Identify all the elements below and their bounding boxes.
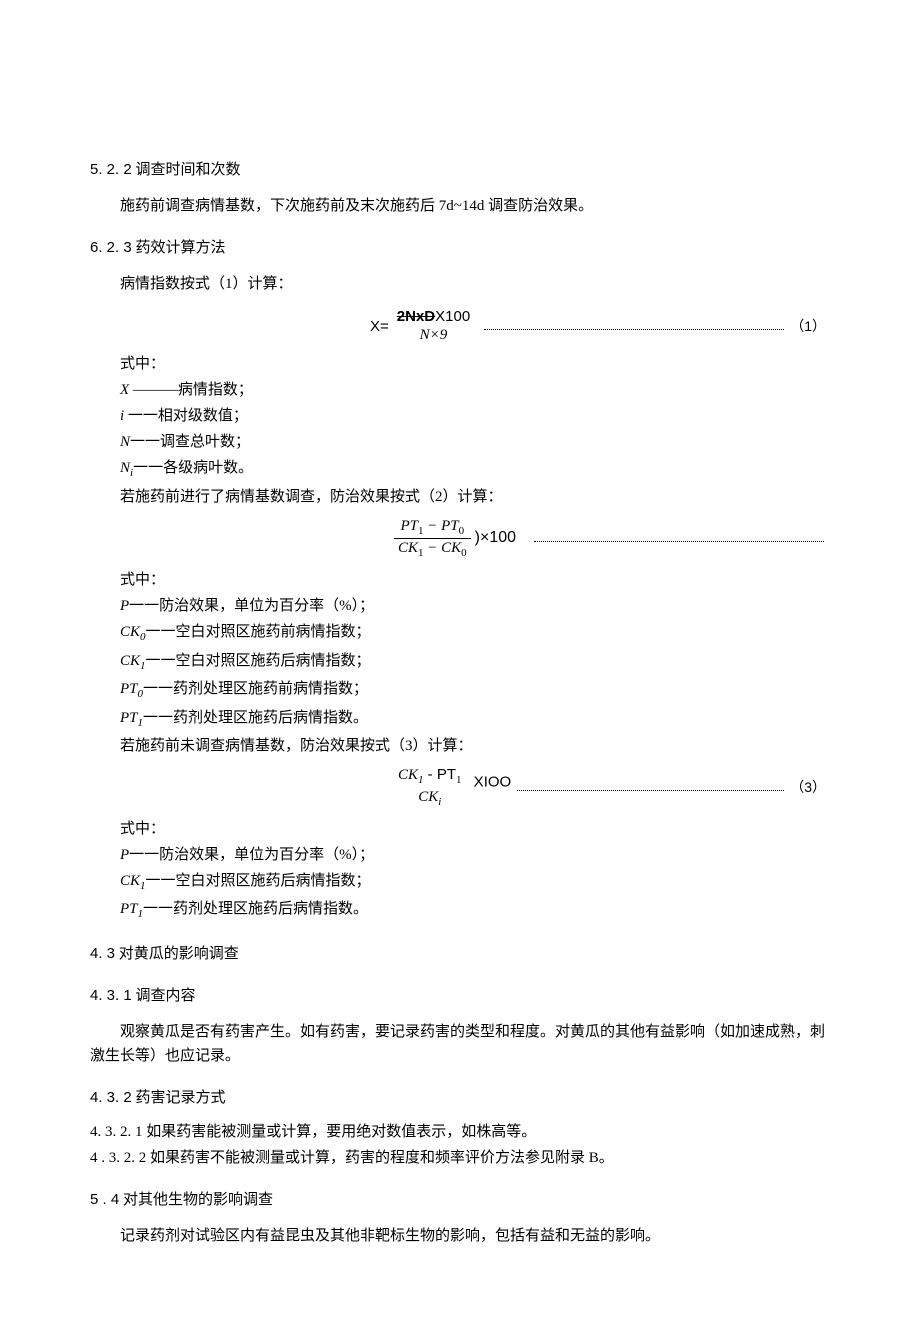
eq1-top-tail: X100 [435,308,470,325]
def-line: 式中： [120,817,830,841]
paragraph-54: 记录药剂对试验区内有益昆虫及其他非靶标生物的影响，包括有益和无益的影响。 [90,1224,830,1248]
def-line: PT1一一药剂处理区施药后病情指数。 [120,706,830,733]
def-line: Ni一一各级病叶数。 [120,456,830,483]
section-heading-432: 4. 3. 2 药害记录方式 [90,1086,830,1110]
heading-num: 4. 3. 2 [90,1089,132,1106]
heading-title: 调查时间和次数 [135,162,240,178]
heading-num: 5 . 4 [90,1191,119,1208]
heading-num: 4. 3. 1 [90,987,132,1004]
equation-2: PT1 − PT0 CK1 − CK0 )×100 [90,517,830,560]
line-4321: 4. 3. 2. 1 如果药害能被测量或计算，要用绝对数值表示，如株高等。 [90,1120,830,1144]
section-heading-522: 5. 2. 2 调查时间和次数 [90,158,830,182]
heading-num: 6. 2. 3 [90,239,132,256]
equation-leader-dots [484,318,784,330]
paragraph-eq1-lead: 病情指数按式（1）计算： [90,272,830,296]
def-line: CK1一一空白对照区施药后病情指数； [120,649,830,676]
equation-2-body: PT1 − PT0 CK1 − CK0 )×100 [390,517,516,560]
heading-num: 5. 2. 2 [90,161,132,178]
def-line: i 一一相对级数值； [120,404,830,428]
heading-title: 药害记录方式 [135,1090,225,1106]
section-heading-43: 4. 3 对黄瓜的影响调查 [90,942,830,966]
heading-title: 药效计算方法 [135,240,225,256]
def-line: P一一防治效果，单位为百分率（%）； [120,843,830,867]
equation-leader-dots [534,531,824,543]
eq1-prefix: X= [370,318,389,335]
defs-2: 式中： P一一防治效果，单位为百分率（%）； CK0一一空白对照区施药前病情指数… [120,568,830,758]
heading-title: 对其他生物的影响调查 [123,1192,273,1208]
def-line: N一一调查总叶数； [120,430,830,454]
def-line: PT1一一药剂处理区施药后病情指数。 [120,897,830,924]
eq3-tail: XIOO [470,774,512,791]
eq2-tail: )×100 [475,529,516,546]
equation-3-body: CK1 - PT1 CKi XIOO [390,766,511,808]
def-line: CK0一一空白对照区施药前病情指数； [120,620,830,647]
section-heading-623: 6. 2. 3 药效计算方法 [90,236,830,260]
section-heading-431: 4. 3. 1 调查内容 [90,984,830,1008]
heading-title: 对黄瓜的影响调查 [119,946,239,962]
def-line: X ———病情指数； [120,378,830,402]
equation-3: CK1 - PT1 CKi XIOO （3） [90,766,830,808]
section-heading-54: 5 . 4 对其他生物的影响调查 [90,1188,830,1212]
def-line: 式中： [120,352,830,376]
equation-1-num: （1） [790,315,830,337]
paragraph-eq3-lead: 若施药前未调查病情基数，防治效果按式（3）计算： [120,734,830,758]
paragraph-eq2-lead: 若施药前进行了病情基数调查，防治效果按式（2）计算： [120,485,830,509]
eq1-top: 2NxD [397,308,435,325]
defs-3: 式中： P一一防治效果，单位为百分率（%）； CK1一一空白对照区施药后病情指数… [120,817,830,924]
def-line: P一一防治效果，单位为百分率（%）； [120,594,830,618]
def-line: CK1一一空白对照区施药后病情指数； [120,869,830,896]
line-4322: 4 . 3. 2. 2 如果药害不能被测量或计算，药害的程度和频率评价方法参见附… [90,1146,830,1170]
def-line: 式中： [120,568,830,592]
paragraph-522: 施药前调查病情基数，下次施药前及末次施药后 7d~14d 调查防治效果。 [90,194,830,218]
heading-num: 4. 3 [90,945,115,962]
heading-title: 调查内容 [135,988,195,1004]
equation-3-num: （3） [790,776,830,798]
defs-1: 式中： X ———病情指数； i 一一相对级数值； N一一调查总叶数； Ni一一… [120,352,830,509]
equation-leader-dots [517,780,784,792]
equation-1-body: X= 2NxDX100 N×9 [370,308,478,344]
paragraph-431: 观察黄瓜是否有药害产生。如有药害，要记录药害的类型和程度。对黄瓜的其他有益影响（… [90,1020,830,1068]
def-line: PT0一一药剂处理区施药前病情指数； [120,677,830,704]
equation-1: X= 2NxDX100 N×9 （1） [90,308,830,344]
eq1-den: N×9 [420,327,448,343]
